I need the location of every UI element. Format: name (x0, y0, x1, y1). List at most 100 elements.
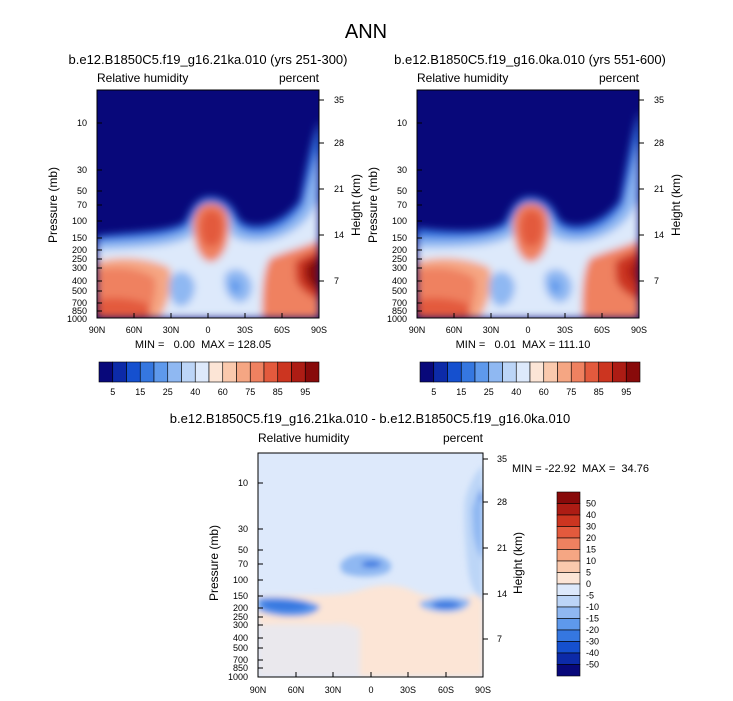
colorbar-label: 75 (566, 387, 576, 397)
y-tick-right: 28 (334, 138, 344, 148)
colorbar-box (556, 664, 581, 677)
colorbar-box (598, 361, 613, 383)
colorbar-label: 95 (621, 387, 631, 397)
colorbar-box (181, 361, 196, 383)
colorbar-box (556, 526, 581, 539)
colorbar-label: -10 (586, 602, 599, 612)
colorbar-label: 60 (539, 387, 549, 397)
colorbar-label: 5 (586, 568, 591, 578)
y-tick: 50 (397, 186, 407, 196)
colorbar-box (556, 641, 581, 654)
panel-2-title: b.e12.B1850C5.f19_g16.0ka.010 (yrs 551-6… (394, 52, 666, 67)
x-tick: 0 (368, 685, 373, 695)
colorbar-box (584, 361, 600, 383)
x-tick: 90N (89, 325, 106, 335)
colorbar-box (433, 361, 448, 383)
y-tick: 300 (392, 263, 407, 273)
y-tick: 30 (397, 165, 407, 175)
colorbar-label: 40 (511, 387, 521, 397)
x-tick: 30N (483, 325, 500, 335)
figure-title: ANN (345, 21, 387, 43)
y-tick-right: 14 (497, 589, 507, 599)
colorbar-box (304, 361, 320, 383)
colorbar-box (98, 361, 114, 383)
colorbar-box (126, 361, 141, 383)
colorbar-box (556, 560, 581, 573)
y-tick: 100 (72, 216, 87, 226)
colorbar-label: 15 (135, 387, 145, 397)
panel-1-variable: Relative humidity (97, 71, 188, 85)
panel-2-colorbar: 5 15 25 40 60 75 85 95 (419, 361, 641, 397)
colorbar-box (222, 361, 237, 383)
panel-2-x-ticks: 90N 60N 30N 0 30S 60S 90S (409, 325, 647, 335)
y-tick: 700 (233, 655, 248, 665)
x-tick: 0 (525, 325, 530, 335)
y-tick: 1000 (228, 672, 248, 682)
x-tick: 90N (250, 685, 267, 695)
colorbar-box (556, 583, 581, 596)
x-tick: 90S (475, 685, 491, 695)
colorbar-label: 15 (586, 545, 596, 555)
colorbar-label: 25 (163, 387, 173, 397)
panel-1-ylabel: Pressure (mb) (46, 167, 60, 243)
panel-1-contour (97, 90, 319, 318)
y-tick-right: 35 (497, 454, 507, 464)
panel-2-ylabel: Pressure (mb) (366, 167, 380, 243)
y-tick: 850 (233, 663, 248, 673)
colorbar-label: 85 (594, 387, 604, 397)
colorbar-box (112, 361, 127, 383)
panel-3-title: b.e12.B1850C5.f19_g16.21ka.010 - b.e12.B… (170, 411, 570, 426)
colorbar-label: 40 (190, 387, 200, 397)
panel-2-units: percent (599, 71, 640, 85)
panel-1-colorbar: 5 15 25 40 60 75 85 95 (98, 361, 320, 397)
colorbar-label: 50 (586, 499, 596, 509)
panel-3-y-ticks: 10 30 50 70 100 150 200 250 300 400 500 … (228, 478, 248, 682)
x-tick: 30S (237, 325, 253, 335)
x-tick: 60N (288, 685, 305, 695)
colorbar-box (556, 652, 581, 665)
panel-3-ylabel-right: Height (km) (511, 532, 525, 594)
colorbar-label: 85 (273, 387, 283, 397)
y-tick: 30 (77, 165, 87, 175)
panel-3-variable: Relative humidity (258, 431, 349, 445)
y-tick-right: 21 (654, 184, 664, 194)
y-tick: 100 (233, 575, 248, 585)
colorbar-box (167, 361, 182, 383)
colorbar-box (474, 361, 490, 383)
y-tick: 100 (392, 216, 407, 226)
x-tick: 0 (205, 325, 210, 335)
y-tick-right: 21 (497, 543, 507, 553)
y-tick: 300 (233, 620, 248, 630)
y-tick: 250 (233, 612, 248, 622)
colorbar-box (194, 361, 210, 383)
colorbar-box (447, 361, 462, 383)
y-tick: 500 (233, 643, 248, 653)
colorbar-box (556, 549, 581, 562)
y-tick: 850 (392, 306, 407, 316)
x-tick: 60N (446, 325, 463, 335)
colorbar-box (208, 361, 224, 383)
panel-1-units: percent (279, 71, 320, 85)
panel-2-contour (417, 90, 639, 318)
colorbar-box (570, 361, 586, 383)
y-tick: 400 (233, 633, 248, 643)
colorbar-label: -30 (586, 637, 599, 647)
panel-1-x-ticks: 90N 60N 30N 0 30S 60S 90S (89, 325, 327, 335)
colorbar-label: 40 (586, 510, 596, 520)
colorbar-label: -20 (586, 625, 599, 635)
y-tick: 70 (77, 200, 87, 210)
x-tick: 30N (163, 325, 180, 335)
colorbar-box (529, 361, 545, 383)
colorbar-box (502, 361, 517, 383)
y-tick: 300 (72, 263, 87, 273)
panel-1-y-ticks: 10 30 50 70 100 150 200 250 300 400 500 … (67, 118, 87, 324)
colorbar-label: 15 (456, 387, 466, 397)
y-tick-right: 14 (654, 230, 664, 240)
colorbar-label: -15 (586, 614, 599, 624)
y-tick: 850 (72, 306, 87, 316)
y-tick: 250 (72, 254, 87, 264)
colorbar-box (263, 361, 279, 383)
colorbar-box (556, 514, 581, 527)
y-tick-right: 28 (497, 497, 507, 507)
